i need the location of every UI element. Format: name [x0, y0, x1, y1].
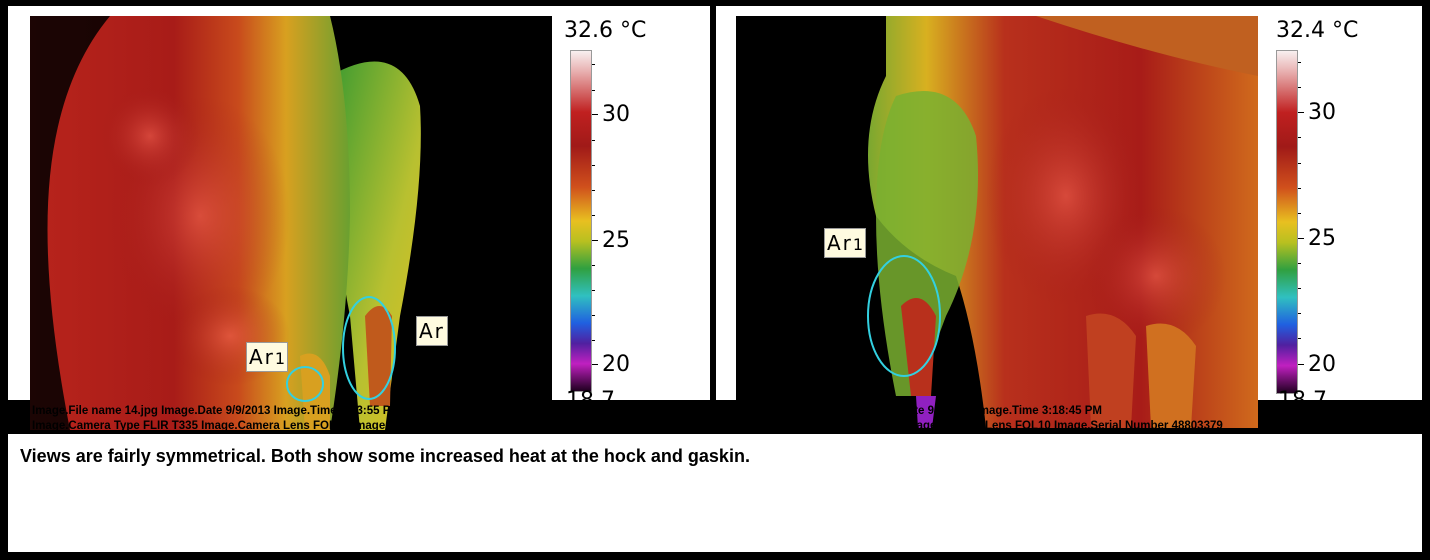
tick-label-30-left: 30 — [602, 102, 630, 127]
tick-20-right — [1298, 364, 1304, 365]
scale-max-right: 32.4 °C — [1276, 18, 1359, 43]
thermal-panel-right: Ar1 32.4 °C 30 25 20 18.7 — [716, 6, 1422, 428]
tick-20-left — [592, 364, 598, 365]
thermal-image-left-svg — [30, 16, 552, 430]
tick-label-20-left: 20 — [602, 352, 630, 377]
image-meta-right-line2: Image.Camera Type FLIR T335 Image.Camera… — [734, 420, 1223, 432]
roi-label-right-1-sub: 1 — [852, 235, 864, 254]
thermal-panel-left: Ar1 Ar 32.6 °C 30 25 20 18.7 — [8, 6, 710, 430]
thermal-image-right — [736, 16, 1258, 428]
roi-ellipse-1[interactable] — [286, 366, 324, 402]
thermal-image-left — [30, 16, 552, 430]
roi-label-right-1-text: Ar — [827, 231, 853, 255]
tick-label-30-right: 30 — [1308, 100, 1336, 125]
roi-label-2-text: Ar — [419, 319, 445, 343]
roi-label-1-text: Ar — [249, 345, 275, 369]
roi-overlay-left — [286, 296, 396, 402]
tick-30-right — [1298, 112, 1304, 113]
roi-overlay-right — [867, 255, 941, 377]
roi-label-right-1[interactable]: Ar1 — [824, 228, 867, 258]
roi-label-1[interactable]: Ar1 — [246, 342, 289, 372]
tick-label-20-right: 20 — [1308, 352, 1336, 377]
image-meta-left-line1: Image.File name 14.jpg Image.Date 9/9/20… — [32, 405, 400, 417]
tick-25-left — [592, 240, 598, 241]
roi-label-1-sub: 1 — [274, 349, 286, 368]
image-meta-left-line2: Image.Camera Type FLIR T335 Image.Camera… — [32, 420, 521, 432]
caption-box: Views are fairly symmetrical. Both show … — [8, 434, 1422, 552]
scale-min-right: 18.7 — [1278, 388, 1327, 413]
thermal-image-right-svg — [736, 16, 1258, 428]
color-scale-bar-right — [1276, 50, 1298, 394]
scale-min-left: 18.7 — [566, 388, 615, 413]
color-scale-bar-left — [570, 50, 592, 392]
image-meta-right-line1: Image.File name 15.jpg Image.Date 9/9/20… — [734, 405, 1102, 417]
tick-30-left — [592, 114, 598, 115]
roi-ellipse-2[interactable] — [342, 296, 396, 400]
scale-max-left: 32.6 °C — [564, 18, 647, 43]
caption-text: Views are fairly symmetrical. Both show … — [20, 446, 750, 466]
tick-label-25-right: 25 — [1308, 226, 1336, 251]
tick-label-25-left: 25 — [602, 228, 630, 253]
rear-limb-shape-right — [876, 91, 978, 396]
roi-label-2[interactable]: Ar — [416, 316, 448, 346]
roi-ellipse-right-1[interactable] — [867, 255, 941, 377]
tick-25-right — [1298, 238, 1304, 239]
rear-limb-shape — [330, 61, 421, 430]
